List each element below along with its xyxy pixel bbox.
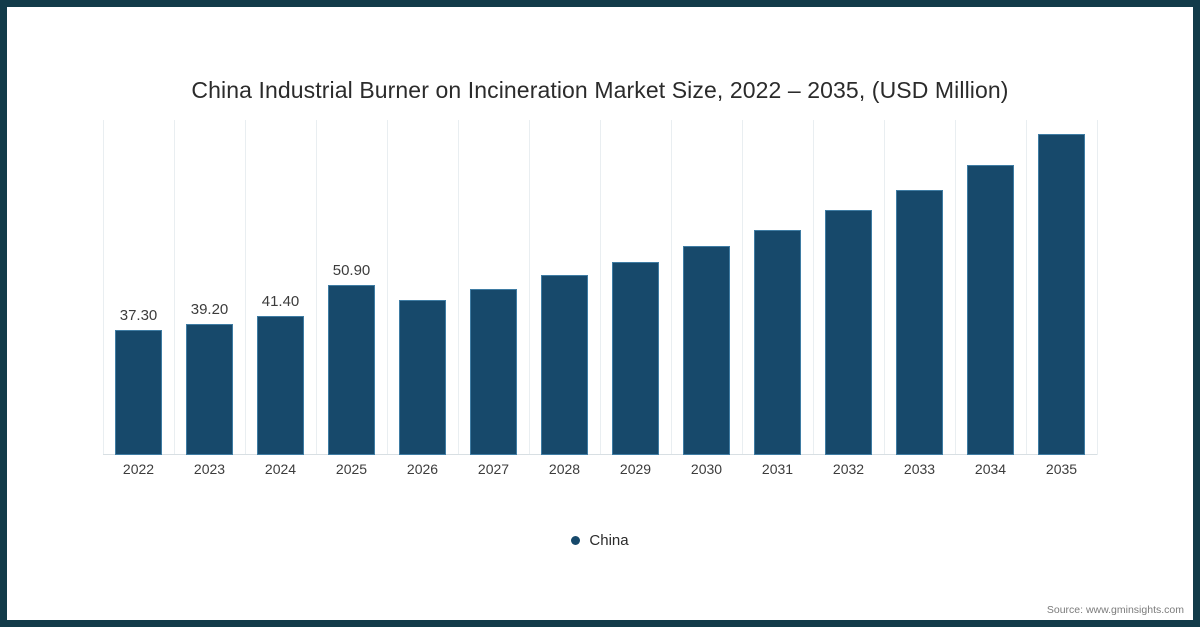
x-tick-2022: 2022 [122, 461, 155, 477]
bar-2027[interactable] [470, 120, 517, 455]
x-tick-2027: 2027 [477, 461, 510, 477]
bar-value-label-2024: 41.40 [261, 293, 300, 311]
legend: China [7, 532, 1193, 549]
bar-rect[interactable] [683, 246, 730, 455]
plot-area: 37.30 39.20 41.40 50.90 2022 2023 2024 2025 202… [103, 120, 1098, 477]
bar-rect[interactable] [328, 284, 375, 455]
bar-2029[interactable] [612, 120, 659, 455]
bar-rect[interactable] [470, 288, 517, 455]
bar-rect[interactable] [257, 316, 304, 455]
bar-rect[interactable] [754, 229, 801, 455]
bar-2035[interactable] [1038, 120, 1085, 455]
gridline-vertical [671, 120, 672, 455]
bar-rect[interactable] [186, 323, 233, 455]
bar-value-label-2023: 39.20 [190, 300, 229, 318]
gridline-vertical [245, 120, 246, 455]
x-tick-2028: 2028 [548, 461, 581, 477]
x-tick-2035: 2035 [1045, 461, 1078, 477]
bar-rect[interactable] [825, 210, 872, 455]
gridline-vertical [813, 120, 814, 455]
legend-item-china: China [589, 532, 629, 549]
gridline-vertical [529, 120, 530, 455]
x-tick-2032: 2032 [832, 461, 865, 477]
chart-title: China Industrial Burner on Incineration … [191, 77, 1009, 103]
x-tick-2033: 2033 [903, 461, 936, 477]
bar-rect[interactable] [612, 261, 659, 455]
bar-2024[interactable]: 41.40 [257, 120, 304, 455]
bar-2023[interactable]: 39.20 [186, 120, 233, 455]
figure-canvas: China Industrial Burner on Incineration … [7, 7, 1193, 620]
bar-value-label-2025: 50.90 [332, 261, 371, 279]
bar-2026[interactable] [399, 120, 446, 455]
bar-rect[interactable] [967, 164, 1014, 455]
gridline-vertical [458, 120, 459, 455]
gridline-vertical [884, 120, 885, 455]
x-tick-2026: 2026 [406, 461, 439, 477]
gridline-vertical [1026, 120, 1027, 455]
bar-rect[interactable] [896, 189, 943, 455]
legend-dot-icon [571, 536, 581, 545]
gridline-vertical [174, 120, 175, 455]
bar-rect[interactable] [1038, 133, 1085, 455]
bar-value-label-2022: 37.30 [119, 307, 158, 325]
x-tick-2025: 2025 [335, 461, 368, 477]
source-note: Source: www.gminsights.com [1046, 604, 1184, 616]
gridline-vertical [1097, 120, 1098, 455]
gridline-vertical [387, 120, 388, 455]
bar-2034[interactable] [967, 120, 1014, 455]
x-tick-2029: 2029 [619, 461, 652, 477]
x-axis-line [103, 454, 1097, 455]
bar-2025[interactable]: 50.90 [328, 120, 375, 455]
gridline-vertical [103, 120, 104, 455]
bar-rect[interactable] [399, 299, 446, 455]
gridline-vertical [600, 120, 601, 455]
x-tick-2031: 2031 [761, 461, 794, 477]
gridline-vertical [316, 120, 317, 455]
bar-2031[interactable] [754, 120, 801, 455]
x-tick-2030: 2030 [690, 461, 723, 477]
bar-rect[interactable] [115, 330, 162, 455]
gridline-vertical [955, 120, 956, 455]
bar-2032[interactable] [825, 120, 872, 455]
bar-2033[interactable] [896, 120, 943, 455]
bar-rect[interactable] [541, 275, 588, 455]
x-tick-2024: 2024 [264, 461, 297, 477]
gridline-vertical [742, 120, 743, 455]
x-tick-2023: 2023 [193, 461, 226, 477]
bar-2022[interactable]: 37.30 [115, 120, 162, 455]
bar-2030[interactable] [683, 120, 730, 455]
x-tick-2034: 2034 [974, 461, 1007, 477]
bar-2028[interactable] [541, 120, 588, 455]
